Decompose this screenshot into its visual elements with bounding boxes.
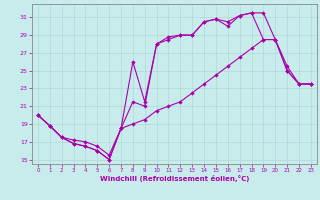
X-axis label: Windchill (Refroidissement éolien,°C): Windchill (Refroidissement éolien,°C) [100, 175, 249, 182]
